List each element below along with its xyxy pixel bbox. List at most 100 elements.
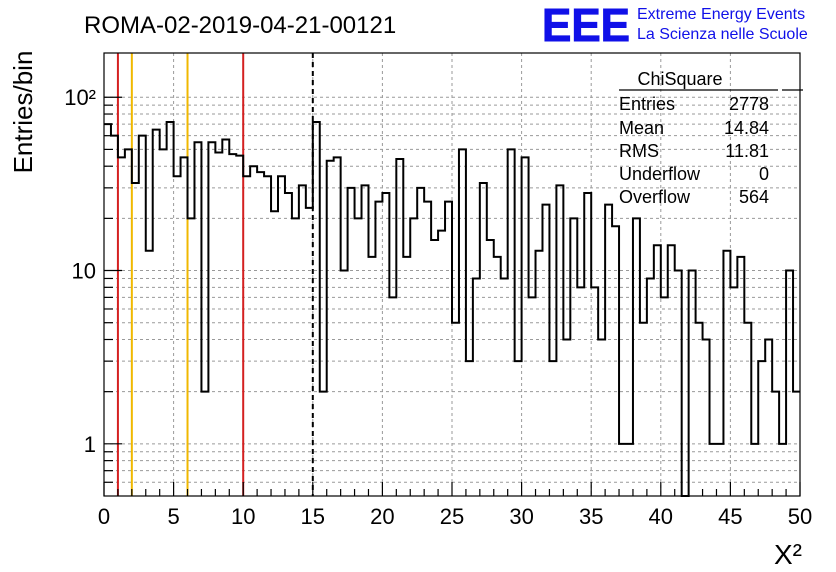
stats-value-underflow: 0: [759, 164, 769, 184]
histogram-bin: [563, 339, 570, 496]
histogram-bin: [285, 193, 292, 496]
histogram-bin: [299, 185, 306, 496]
histogram-bin: [382, 193, 389, 496]
histogram-bin: [522, 157, 529, 496]
x-axis-label: X²: [774, 539, 802, 570]
histogram-bin: [640, 323, 647, 496]
histogram-bin: [410, 218, 417, 496]
histogram-bin: [181, 157, 188, 496]
histogram-bin: [744, 323, 751, 496]
histogram-bin: [633, 218, 640, 496]
histogram-bin: [654, 245, 661, 496]
stats-label-rms: RMS: [619, 141, 659, 161]
stats-value-overflow: 564: [739, 187, 769, 207]
x-tick-label: 10: [231, 504, 255, 529]
histogram-bin: [556, 185, 563, 496]
logo-line-1: Extreme Energy Events: [637, 6, 805, 23]
histogram-bin: [362, 185, 369, 496]
histogram-bin: [598, 339, 605, 496]
grid-lines: [104, 53, 800, 496]
histogram-bin: [306, 208, 313, 496]
histogram-bin: [222, 140, 229, 496]
histogram-bin: [229, 154, 236, 496]
histogram-bin: [396, 159, 403, 496]
stats-value-entries: 2778: [729, 94, 769, 114]
x-tick-label: 5: [167, 504, 179, 529]
histogram-bin: [542, 205, 549, 496]
histogram-bin: [278, 176, 285, 496]
histogram-bin: [257, 172, 264, 496]
histogram-bin: [250, 166, 257, 496]
chart-title: ROMA-02-2019-04-21-00121: [84, 12, 396, 39]
histogram-bin: [334, 157, 341, 496]
histogram-bin: [403, 257, 410, 496]
histogram-bin: [348, 188, 355, 496]
histogram-bin: [327, 161, 334, 496]
stats-box: ChiSquare Entries 2778 Mean 14.84 RMS 11…: [619, 69, 803, 207]
stats-value-mean: 14.84: [724, 118, 769, 138]
histogram-bin: [389, 297, 396, 496]
histogram-bin: [689, 271, 696, 496]
stats-title: ChiSquare: [637, 69, 722, 89]
x-tick-label: 40: [649, 504, 673, 529]
x-tick-label: 0: [98, 504, 110, 529]
histogram-bin: [703, 339, 710, 496]
histogram-bin: [668, 245, 675, 496]
histogram-bin: [111, 136, 118, 496]
histogram-bin: [494, 257, 501, 496]
x-tick-label: 15: [301, 504, 325, 529]
y-axis-label: Entries/bin: [8, 51, 38, 174]
histogram-bin: [174, 176, 181, 496]
histogram-bin: [188, 218, 195, 496]
histogram-bin: [584, 193, 591, 496]
histogram-bin: [341, 271, 348, 496]
histogram-bin: [473, 278, 480, 496]
histogram-bin: [661, 297, 668, 496]
x-tick-label: 20: [370, 504, 394, 529]
histogram-outline: [104, 120, 800, 497]
stats-label-overflow: Overflow: [619, 187, 691, 207]
x-tick-label: 50: [788, 504, 812, 529]
x-tick-labels: 0 5 10 15 20 25 30 35 40 45 50: [98, 504, 812, 529]
histogram-bin: [696, 323, 703, 496]
histogram-bin: [570, 218, 577, 496]
reference-lines: [116, 53, 314, 496]
histogram-bin: [264, 176, 271, 496]
eee-logo: EEE Extreme Energy Events La Scienza nel…: [542, 0, 808, 52]
histogram-bin: [236, 156, 243, 496]
histogram-bin: [452, 323, 459, 496]
histogram-bars: [104, 120, 800, 497]
x-tick-label: 25: [440, 504, 464, 529]
histogram-bin: [647, 278, 654, 496]
y-tick-labels: 1 10 10²: [64, 85, 96, 457]
histogram-bin: [355, 218, 362, 496]
stats-label-mean: Mean: [619, 118, 664, 138]
histogram-bin: [529, 297, 536, 496]
histogram-bin: [605, 205, 612, 496]
histogram-bin: [758, 361, 765, 496]
histogram-bin: [515, 361, 522, 496]
histogram-bin: [292, 218, 299, 496]
histogram-bin: [368, 257, 375, 496]
histogram-bin: [786, 271, 793, 496]
histogram-bin: [271, 211, 278, 496]
axes: [103, 52, 801, 497]
histogram-bin: [139, 136, 146, 496]
y-tick-label: 10: [72, 259, 96, 284]
histogram-bin: [417, 188, 424, 496]
histogram-bin: [153, 130, 160, 496]
stats-value-rms: 11.81: [725, 141, 769, 161]
histogram-bin: [466, 361, 473, 496]
x-tick-label: 30: [509, 504, 533, 529]
histogram-bin: [501, 278, 508, 496]
histogram-bin: [118, 157, 125, 496]
y-tick-label: 10²: [64, 85, 96, 110]
logo-line-2: La Scienza nelle Scuole: [637, 26, 808, 43]
eee-logo-mark: EEE: [542, 0, 630, 51]
histogram-bin: [737, 257, 744, 496]
histogram-bin: [208, 142, 215, 496]
histogram-bin: [215, 152, 222, 496]
stats-label-underflow: Underflow: [619, 164, 701, 184]
x-tick-label: 35: [579, 504, 603, 529]
